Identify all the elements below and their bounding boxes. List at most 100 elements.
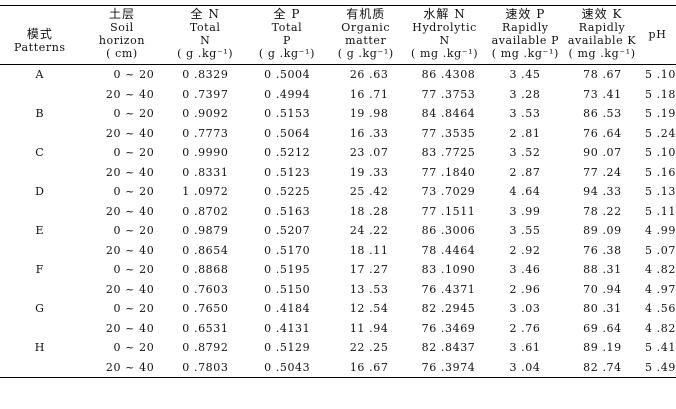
rapidly-available-k-cell: 78 .67 xyxy=(583,68,622,82)
rapidly-available-p-cell: 3 .52 xyxy=(509,146,541,160)
hydrolytic-n-cell: 77 .1511 xyxy=(421,204,476,218)
hydrolytic-n-cell: 86 .3006 xyxy=(421,224,476,238)
rapidly-available-k-cell: 94 .33 xyxy=(583,185,622,199)
ph-cell: 5 .13 xyxy=(644,185,676,199)
pattern-cell xyxy=(0,202,80,222)
header-ph: pH xyxy=(648,28,667,41)
ph-cell: 5 .10 xyxy=(644,146,676,160)
horizon-cell: 20 ~ 40 xyxy=(79,357,165,378)
hydrolytic-n-cell: 77 .3535 xyxy=(421,126,476,140)
table-row: F 0 ~ 20 0 .8868 0 .5195 17 .27 83 .1090 3 .46… xyxy=(0,260,676,280)
total-p-cell: 0 .5207 xyxy=(264,224,311,238)
horizon-cell: 20 ~ 40 xyxy=(105,87,155,101)
total-p-cell: 0 .5064 xyxy=(264,126,311,140)
table-row: D 0 ~ 20 1 .0972 0 .5225 25 .42 73 .7029 4 .64… xyxy=(0,182,676,202)
table-row: 20 ~ 40 0 .8331 0 .5123 19 .33 77 .1840 2 .87… xyxy=(0,163,676,183)
table-row: 20 ~ 40 0 .6531 0 .4131 11 .94 76 .3469 2 .76… xyxy=(0,319,676,339)
organic-matter-cell: 22 .25 xyxy=(349,341,389,355)
ph-cell: 4 .82 xyxy=(644,321,676,335)
organic-matter-cell: 26 .63 xyxy=(349,68,389,82)
total-p-cell: 0 .5225 xyxy=(264,185,311,199)
organic-matter-cell: 19 .33 xyxy=(349,165,389,179)
hydrolytic-n-cell: 82 .8437 xyxy=(421,341,476,355)
organic-matter-cell: 25 .42 xyxy=(349,185,389,199)
rapidly-available-k-cell: 90 .07 xyxy=(583,146,622,160)
organic-matter-cell: 18 .28 xyxy=(349,204,389,218)
table-row: 20 ~ 40 0 .7803 0 .5043 16 .67 76 .3974 3 .04… xyxy=(0,357,676,378)
organic-matter-cell: 16 .71 xyxy=(349,87,389,101)
rapidly-available-k-cell: 69 .64 xyxy=(583,321,622,335)
rapidly-available-k-cell: 73 .41 xyxy=(583,87,622,101)
horizon-cell: 0 ~ 20 xyxy=(113,107,155,121)
rapidly-available-p-cell: 3 .99 xyxy=(509,204,541,218)
total-p-cell: 0 .5170 xyxy=(264,243,311,257)
hydrolytic-n-cell: 84 .8464 xyxy=(421,107,476,121)
ph-cell: 4 .99 xyxy=(644,224,676,238)
total-n-cell: 0 .7773 xyxy=(182,126,229,140)
pattern-cell xyxy=(0,85,80,105)
total-p-cell: 0 .5153 xyxy=(264,107,311,121)
hydrolytic-n-cell: 76 .3469 xyxy=(421,321,476,335)
table-row: H 0 ~ 20 0 .8792 0 .5129 22 .25 82 .8437 3 .61… xyxy=(0,338,676,358)
rapidly-available-p-cell: 3 .04 xyxy=(485,357,566,378)
organic-matter-cell: 12 .54 xyxy=(349,302,389,316)
rapidly-available-p-cell: 3 .28 xyxy=(509,87,541,101)
rapidly-available-k-cell: 80 .31 xyxy=(583,302,622,316)
rapidly-available-p-cell: 2 .81 xyxy=(509,126,541,140)
rapidly-available-k-cell: 76 .38 xyxy=(583,243,622,257)
ph-cell: 5 .16 xyxy=(644,165,676,179)
horizon-cell: 0 ~ 20 xyxy=(113,224,155,238)
table-row: A 0 ~ 20 0 .8329 0 .5004 26 .63 86 .4308 3 .45… xyxy=(0,65,676,85)
organic-matter-cell: 18 .11 xyxy=(349,243,389,257)
header-row: 模式 Patterns 土层 Soil horizon ( cm) 全 N To… xyxy=(0,8,676,65)
header-hydrolytic-n: 水解 N Hydrolytic N ( mg .kg⁻¹) xyxy=(411,7,479,61)
table-body: A 0 ~ 20 0 .8329 0 .5004 26 .63 86 .4308 3 .45… xyxy=(0,65,676,378)
ph-cell: 5 .18 xyxy=(644,87,676,101)
hydrolytic-n-cell: 76 .4371 xyxy=(421,282,476,296)
pattern-cell xyxy=(0,280,80,300)
organic-matter-cell: 24 .22 xyxy=(349,224,389,238)
total-n-cell: 0 .8702 xyxy=(182,204,229,218)
hydrolytic-n-cell: 78 .4464 xyxy=(421,243,476,257)
organic-matter-cell: 17 .27 xyxy=(349,263,389,277)
table-row: C 0 ~ 20 0 .9990 0 .5212 23 .07 83 .7725 3 .52… xyxy=(0,143,676,163)
header-total-n: 全 N Total N ( g .kg⁻¹) xyxy=(177,7,234,61)
rapidly-available-k-cell: 89 .19 xyxy=(583,341,622,355)
ph-cell: 5 .19 xyxy=(644,107,676,121)
ph-cell: 5 .11 xyxy=(644,204,676,218)
total-n-cell: 0 .7803 xyxy=(164,357,247,378)
total-n-cell: 0 .8654 xyxy=(182,243,229,257)
horizon-cell: 20 ~ 40 xyxy=(105,204,155,218)
rapidly-available-p-cell: 4 .64 xyxy=(509,185,541,199)
rapidly-available-k-cell: 76 .64 xyxy=(583,126,622,140)
table-row: 20 ~ 40 0 .8654 0 .5170 18 .11 78 .4464 2 .92… xyxy=(0,241,676,261)
horizon-cell: 0 ~ 20 xyxy=(113,68,155,82)
total-p-cell: 0 .5123 xyxy=(264,165,311,179)
pattern-cell: G xyxy=(35,302,45,316)
total-p-cell: 0 .4131 xyxy=(264,321,311,335)
horizon-cell: 0 ~ 20 xyxy=(113,341,155,355)
soil-nutrient-table: 模式 Patterns 土层 Soil horizon ( cm) 全 N To… xyxy=(0,8,676,378)
table-row: 20 ~ 40 0 .7397 0 .4994 16 .71 77 .3753 3 .28… xyxy=(0,85,676,105)
ph-cell: 4 .56 xyxy=(644,302,676,316)
table-top-rule xyxy=(0,5,676,6)
total-p-cell: 0 .5163 xyxy=(264,204,311,218)
rapidly-available-p-cell: 2 .76 xyxy=(509,321,541,335)
total-n-cell: 0 .9879 xyxy=(182,224,229,238)
header-patterns: 模式 Patterns xyxy=(14,27,66,55)
rapidly-available-p-cell: 3 .61 xyxy=(509,341,541,355)
pattern-cell: H xyxy=(34,341,45,355)
hydrolytic-n-cell: 86 .4308 xyxy=(421,68,476,82)
rapidly-available-p-cell: 3 .46 xyxy=(509,263,541,277)
header-rapidly-available-k: 速效 K Rapidly available K ( mg .kg⁻¹) xyxy=(567,7,637,61)
total-n-cell: 1 .0972 xyxy=(182,185,229,199)
pattern-cell: E xyxy=(35,224,45,238)
header-rapidly-available-p: 速效 P Rapidly available P ( mg .kg⁻¹) xyxy=(491,7,560,61)
horizon-cell: 20 ~ 40 xyxy=(105,282,155,296)
hydrolytic-n-cell: 83 .1090 xyxy=(421,263,476,277)
rapidly-available-k-cell: 88 .31 xyxy=(583,263,622,277)
horizon-cell: 0 ~ 20 xyxy=(113,302,155,316)
horizon-cell: 20 ~ 40 xyxy=(105,243,155,257)
pattern-cell: C xyxy=(35,146,45,160)
